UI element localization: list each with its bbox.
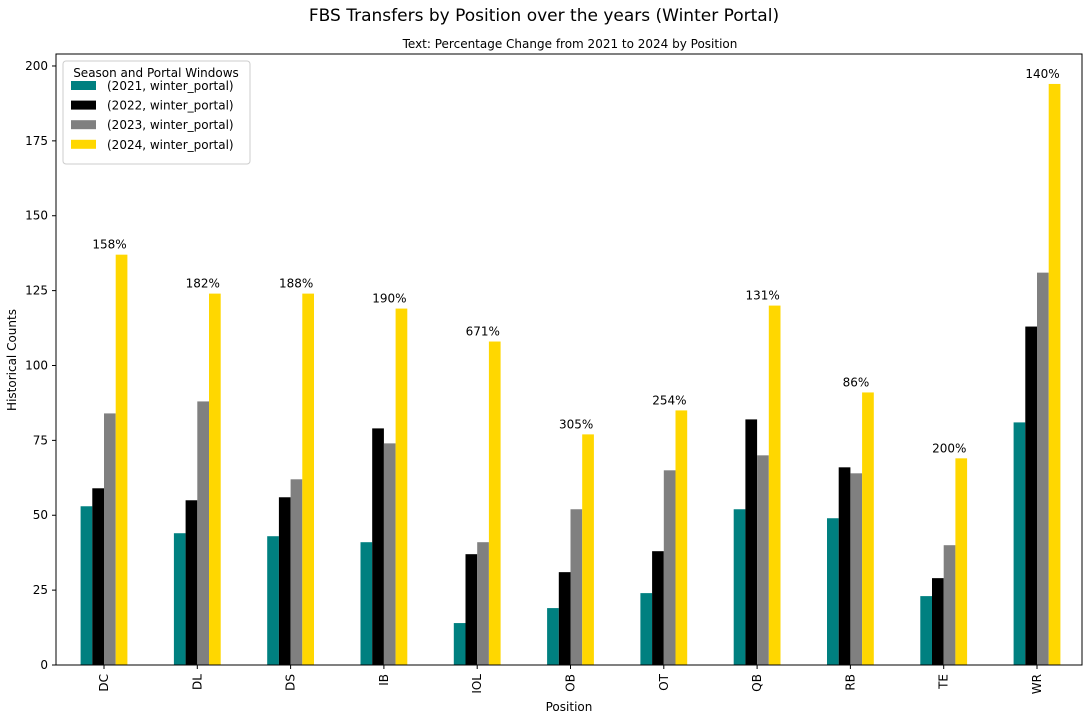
bar-ob-series-1 — [547, 608, 559, 665]
y-tick-label: 125 — [25, 284, 48, 298]
legend-label-3: (2023, winter_portal) — [107, 118, 234, 132]
y-tick-label: 175 — [25, 134, 48, 148]
annotation-qb: 131% — [746, 289, 780, 303]
legend: Season and Portal Windows (2021, winter_… — [62, 60, 251, 165]
y-axis: 0 25 50 75 100 125 150 175 200 — [25, 59, 56, 672]
legend-label-1: (2021, winter_portal) — [107, 79, 234, 93]
bar-ib-series-3 — [383, 443, 396, 665]
bar-qb-series-2 — [745, 419, 758, 665]
bar-ds-series-1 — [267, 536, 279, 665]
bar-wr-series-2 — [1025, 326, 1037, 665]
bar-rb-series-3 — [850, 473, 863, 665]
y-tick-label: 150 — [25, 209, 48, 223]
annotations-group: 158% 182% 188% 190% 671% 305% 254% 131% 86% 200% 1… — [92, 67, 1059, 455]
annotation-ib: 190% — [372, 292, 406, 306]
chart-title: FBS Transfers by Position over the years… — [309, 6, 779, 26]
y-tick-label: 75 — [33, 433, 48, 447]
bar-ib-series-1 — [360, 542, 373, 665]
y-tick-label: 50 — [33, 508, 48, 522]
bar-ot-series-1 — [640, 593, 653, 665]
annotation-ds: 188% — [279, 277, 313, 291]
legend-label-4: (2024, winter_portal) — [107, 138, 234, 152]
legend-title: Season and Portal Windows — [73, 66, 239, 80]
bar-dc-series-3 — [104, 413, 116, 665]
bar-te-series-2 — [932, 578, 944, 665]
y-tick-label: 25 — [33, 583, 48, 597]
bar-dl-series-2 — [185, 500, 198, 665]
annotation-wr: 140% — [1025, 67, 1059, 81]
x-tick-label-ds: DS — [284, 674, 298, 691]
bar-te-series-3 — [943, 545, 956, 665]
bar-ob-series-4 — [582, 434, 594, 665]
bar-ib-series-2 — [372, 428, 384, 665]
bar-wr-series-4 — [1048, 83, 1061, 665]
bar-ds-series-3 — [290, 479, 303, 665]
bar-qb-series-4 — [768, 305, 781, 665]
bar-ot-series-3 — [663, 470, 676, 665]
bar-ob-series-2 — [558, 572, 571, 665]
annotation-dl: 182% — [186, 277, 220, 291]
y-tick-label: 200 — [25, 59, 48, 73]
y-axis-label: Historical Counts — [5, 309, 19, 411]
x-tick-label-ot: OT — [657, 673, 671, 690]
bar-ib-series-4 — [395, 308, 408, 665]
legend-label-2: (2022, winter_portal) — [107, 99, 234, 113]
bar-ds-series-4 — [302, 293, 314, 665]
x-tick-label-wr: WR — [1030, 674, 1044, 694]
bar-te-series-1 — [920, 596, 932, 665]
annotation-iol: 671% — [466, 325, 500, 339]
annotation-ot: 254% — [652, 393, 686, 407]
bar-ot-series-2 — [652, 551, 664, 665]
y-tick-label: 100 — [25, 358, 48, 372]
bar-dl-series-4 — [209, 293, 221, 665]
bar-rb-series-4 — [862, 392, 874, 665]
x-tick-label-te: TE — [937, 674, 951, 690]
bar-qb-series-1 — [733, 509, 746, 665]
bar-qb-series-3 — [757, 455, 769, 665]
annotation-rb: 86% — [843, 375, 870, 389]
bar-iol-series-3 — [477, 542, 489, 665]
bar-dc-series-4 — [115, 254, 128, 666]
x-tick-label-ib: IB — [377, 674, 391, 686]
legend-swatch-3 — [71, 120, 96, 130]
chart-subtitle: Text: Percentage Change from 2021 to 202… — [402, 37, 738, 51]
bar-ds-series-2 — [278, 497, 291, 665]
bars-group — [80, 83, 1061, 666]
annotation-ob: 305% — [559, 417, 593, 431]
legend-swatch-4 — [71, 139, 96, 149]
bar-rb-series-1 — [827, 518, 839, 665]
bar-iol-series-4 — [488, 341, 501, 665]
bar-wr-series-3 — [1037, 272, 1049, 665]
x-tick-label-qb: QB — [750, 674, 764, 692]
bar-te-series-4 — [955, 458, 968, 665]
x-tick-label-ob: OB — [564, 674, 578, 692]
bar-ob-series-3 — [570, 509, 583, 665]
bar-dl-series-1 — [173, 533, 186, 665]
bar-dc-series-1 — [80, 506, 93, 665]
y-tick-label: 0 — [40, 658, 48, 672]
legend-swatch-2 — [71, 100, 96, 110]
legend-frame — [62, 60, 251, 165]
x-axis: DC DL DS IB IOL OB OT QB RB TE WR — [97, 665, 1044, 694]
x-axis-label: Position — [546, 700, 593, 714]
x-tick-label-rb: RB — [843, 674, 857, 691]
x-tick-label-dc: DC — [97, 674, 111, 692]
bar-iol-series-2 — [465, 554, 478, 665]
legend-swatch-1 — [71, 81, 96, 90]
bar-dl-series-3 — [197, 401, 209, 665]
bar-wr-series-1 — [1013, 422, 1026, 665]
bar-dc-series-2 — [92, 488, 104, 665]
plot-area-frame — [55, 53, 1083, 666]
annotation-te: 200% — [932, 441, 966, 455]
annotation-dc: 158% — [92, 238, 126, 252]
x-tick-label-iol: IOL — [470, 674, 484, 694]
bar-ot-series-4 — [675, 410, 688, 665]
bar-rb-series-2 — [838, 467, 851, 665]
x-tick-label-dl: DL — [190, 674, 204, 690]
bar-iol-series-1 — [453, 623, 466, 665]
